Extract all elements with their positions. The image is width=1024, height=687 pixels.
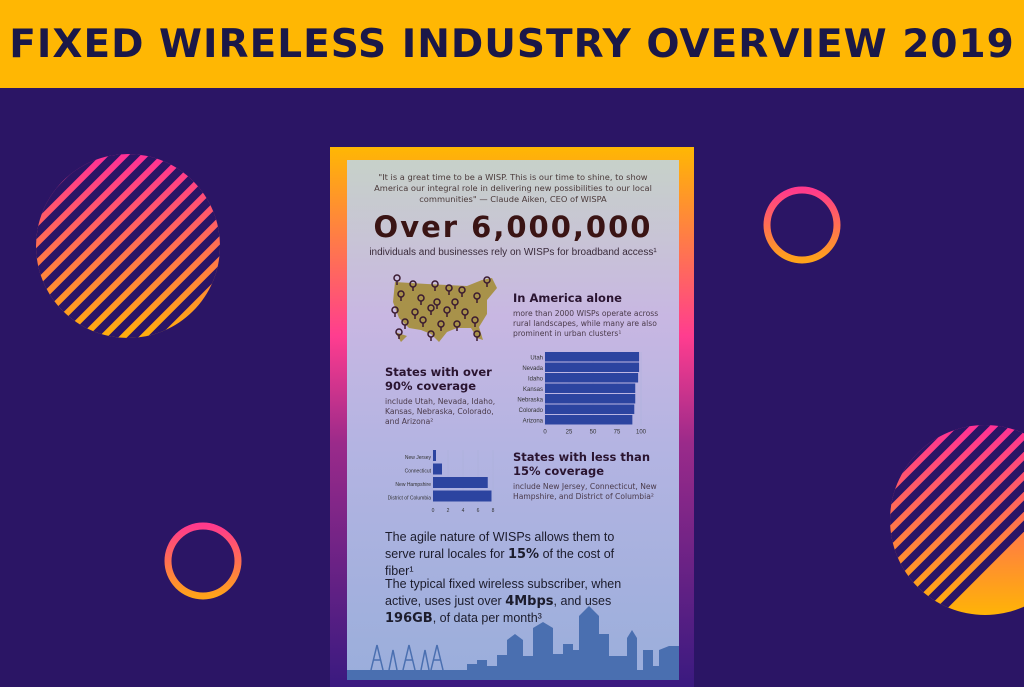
map-pin-icon (393, 274, 401, 282)
tick-label: 50 (590, 430, 597, 436)
high-coverage-title: States with over 90% coverage (385, 365, 492, 393)
category-label: Nebraska (517, 398, 543, 404)
quote: "It is a great time to be a WISP. This i… (374, 172, 652, 204)
tick-label: 2 (447, 508, 450, 512)
infographic: "It is a great time to be a WISP. This i… (347, 160, 679, 680)
ring-bottom-left (164, 522, 242, 600)
category-label: New Jersey (405, 455, 432, 461)
category-label: Utah (530, 356, 543, 362)
tick-label: 4 (462, 508, 465, 512)
page-title: FIXED WIRELESS INDUSTRY OVERVIEW 2019 (9, 21, 1015, 67)
category-label: Colorado (519, 408, 544, 414)
bar (545, 383, 636, 393)
tick-label: 0 (543, 430, 547, 436)
bar (433, 450, 436, 461)
tick-label: 6 (477, 508, 480, 512)
headline: Over 6,000,000 (373, 210, 653, 244)
striped-circle-right (890, 425, 1024, 615)
category-label: Idaho (528, 377, 544, 383)
tick-label: 8 (492, 508, 495, 512)
low-coverage-block: States with less than 15% coverage inclu… (513, 450, 673, 502)
fact-usage: The typical fixed wireless subscriber, w… (385, 577, 622, 626)
bar (545, 362, 640, 372)
us-map-icon (391, 274, 497, 342)
tick-label: 100 (636, 430, 647, 436)
skyline-illustration (347, 606, 679, 680)
bar (433, 463, 442, 475)
category-label: Connecticut (405, 469, 432, 475)
header-banner: FIXED WIRELESS INDUSTRY OVERVIEW 2019 (0, 0, 1024, 88)
tick-label: 0 (432, 508, 435, 512)
bar (545, 404, 635, 414)
low-coverage-title: States with less than 15% coverage (513, 450, 651, 478)
low-coverage-text: include New Jersey, Connecticut, New Ham… (513, 482, 657, 501)
bar (545, 415, 633, 425)
bar (545, 373, 639, 383)
radio-tower-icons (370, 644, 444, 671)
high-coverage-text: include Utah, Nevada, Idaho, Kansas, Neb… (385, 397, 496, 426)
bar (433, 477, 488, 488)
america-title: In America alone (513, 291, 622, 305)
america-block: In America alone more than 2000 WISPs op… (513, 291, 668, 339)
tick-label: 75 (614, 430, 621, 436)
category-label: Arizona (523, 419, 544, 425)
high-coverage-chart: 0 25 50 75 100 Utah Nevada Idaho Kansas Nebraska C… (517, 352, 647, 436)
high-coverage-block: States with over 90% coverage include Ut… (385, 365, 505, 427)
fact-cost: The agile nature of WISPs allows them to… (385, 530, 615, 578)
bar (545, 394, 636, 404)
category-label: New Hampshire (395, 482, 431, 488)
bar (433, 490, 492, 502)
headline-sub: individuals and businesses rely on WISPs… (369, 247, 657, 258)
ring-top-right (763, 186, 841, 264)
low-coverage-chart: 0 2 4 6 8 New Jersey Connecticut New Hampshire D… (388, 450, 495, 512)
category-label: Nevada (522, 366, 543, 372)
america-text: more than 2000 WISPs operate across rura… (513, 309, 659, 338)
tick-label: 25 (566, 430, 573, 436)
category-label: Kansas (523, 387, 543, 393)
bar (545, 352, 640, 362)
category-label: District of Columbia (388, 496, 432, 502)
